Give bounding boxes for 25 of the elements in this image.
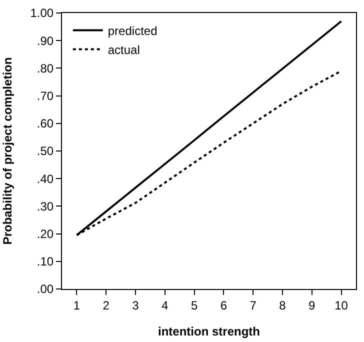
x-tick-label: 8 bbox=[279, 298, 286, 312]
y-tick-label: .50 bbox=[36, 144, 54, 158]
x-tick-label: 5 bbox=[190, 298, 198, 312]
y-tick-label: .30 bbox=[36, 199, 54, 214]
y-tick-label: .80 bbox=[36, 61, 54, 76]
y-axis-title: Probability of project completion bbox=[0, 57, 15, 245]
y-tick-label: .10 bbox=[36, 254, 54, 269]
y-tick-label: .70 bbox=[36, 89, 54, 103]
legend-label: predicted bbox=[108, 24, 158, 38]
x-tick-label: 1 bbox=[73, 298, 80, 312]
x-tick-label: 10 bbox=[334, 298, 348, 312]
x-tick-label: 9 bbox=[308, 298, 316, 312]
y-tick-label: 1.00 bbox=[30, 6, 54, 20]
y-tick-label: .00 bbox=[36, 282, 54, 296]
x-tick-label: 6 bbox=[220, 298, 228, 312]
x-tick-label: 2 bbox=[102, 298, 110, 312]
y-tick-label: .90 bbox=[36, 34, 54, 48]
x-tick-label: 7 bbox=[250, 298, 257, 312]
x-axis-title: intention strength bbox=[158, 324, 260, 338]
legend-label: actual bbox=[108, 42, 140, 57]
y-tick-label: .60 bbox=[36, 116, 54, 131]
y-tick-label: .20 bbox=[36, 227, 54, 241]
y-tick-label: .40 bbox=[36, 172, 54, 186]
x-tick-label: 3 bbox=[132, 298, 140, 312]
x-tick-label: 4 bbox=[162, 298, 169, 312]
